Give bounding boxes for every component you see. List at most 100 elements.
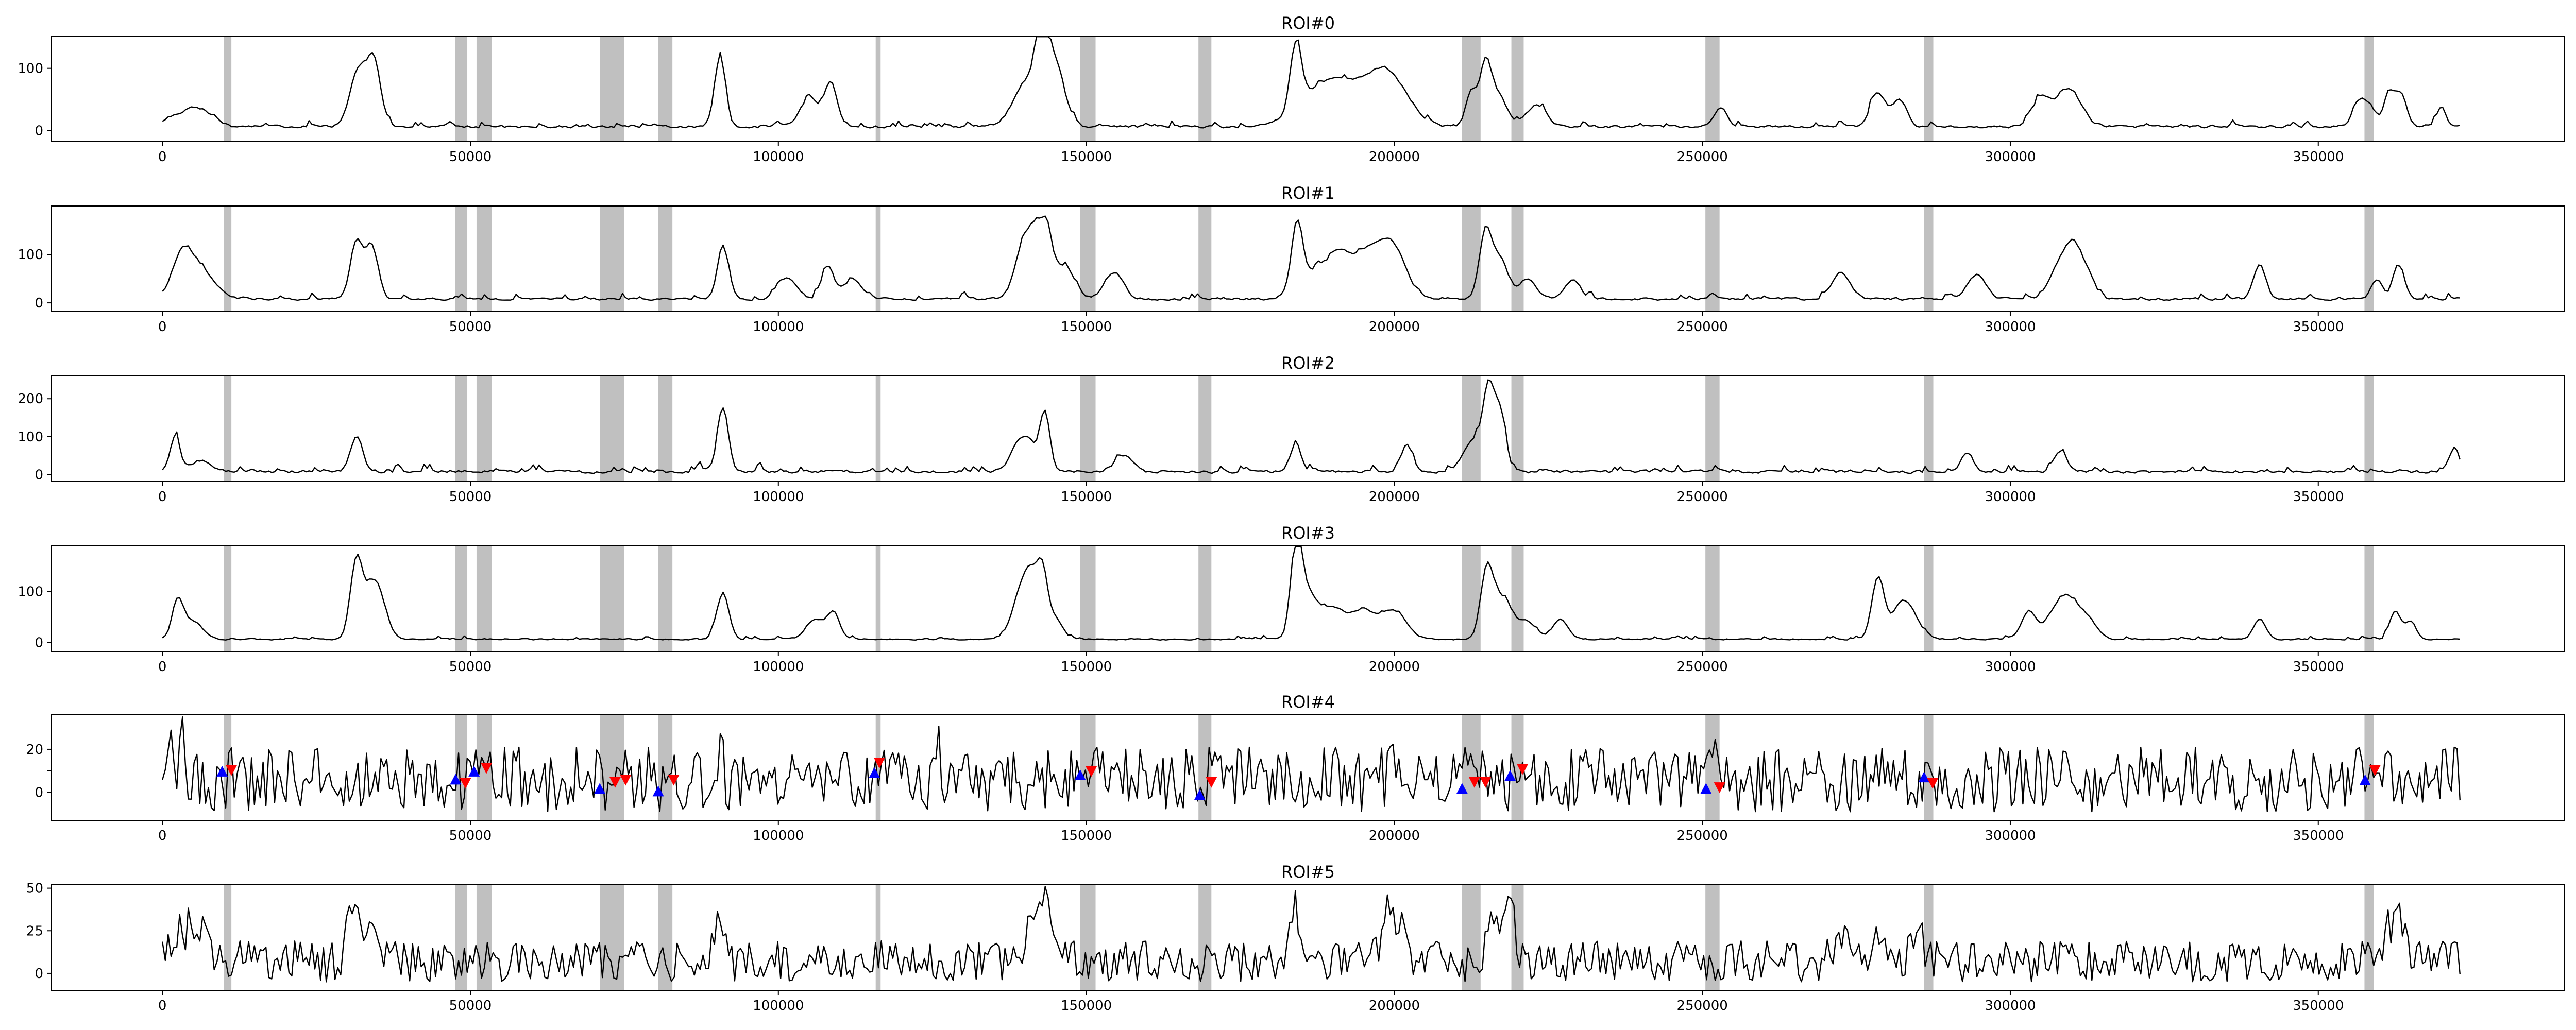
shaded-interval [476,885,492,990]
x-tick-label: 250000 [1677,998,1728,1014]
y-tick-label: 100 [18,585,43,600]
offset-marker-down [1086,766,1097,777]
x-tick-label: 50000 [449,659,492,675]
offset-marker-down [1206,777,1217,788]
shaded-interval [1198,885,1212,990]
shaded-interval [875,546,881,651]
shaded-interval [600,715,624,820]
y-tick-label: 100 [18,430,43,445]
x-tick-label: 100000 [753,149,804,165]
trace-line [162,36,2460,129]
trace-line [162,215,2460,301]
shaded-interval [476,546,492,651]
shaded-interval [1080,546,1096,651]
x-tick-label: 350000 [2293,659,2344,675]
x-tick-label: 150000 [1061,659,1112,675]
x-tick-label: 50000 [449,149,492,165]
offset-marker-down [609,777,621,788]
shaded-interval [1080,376,1096,482]
axes-frame [51,884,2565,991]
shaded-interval [600,36,624,142]
shaded-interval [2364,885,2374,990]
shaded-interval [1511,376,1524,482]
x-tick-label: 0 [158,659,167,675]
shaded-interval [1462,885,1481,990]
shaded-interval [455,546,468,651]
shaded-interval [455,36,468,142]
onset-marker-up [450,774,462,785]
panel-title: ROI#4 [1281,692,1335,712]
offset-marker-down [2369,765,2381,776]
x-tick-label: 350000 [2293,489,2344,505]
onset-marker-up [2359,774,2371,785]
x-tick-label: 0 [158,489,167,505]
offset-marker-down [873,758,885,769]
offset-marker-down [460,778,471,789]
shaded-interval [1080,206,1096,312]
panel-title: ROI#3 [1281,523,1335,543]
shaded-interval [658,206,673,312]
panel-title: ROI#1 [1281,183,1335,203]
x-tick-label: 350000 [2293,149,2344,165]
x-tick-label: 150000 [1061,828,1112,844]
shaded-interval [224,376,232,482]
onset-marker-up [652,785,664,797]
x-tick-label: 0 [158,828,167,844]
x-tick-label: 300000 [1985,149,2036,165]
shaded-interval [1462,715,1481,820]
shaded-interval [658,885,673,990]
onset-marker-up [468,765,480,777]
shaded-interval [658,376,673,482]
shaded-interval [455,206,468,312]
offset-marker-down [481,763,493,774]
x-tick-label: 50000 [449,828,492,844]
x-tick-label: 150000 [1061,489,1112,505]
shaded-interval [1705,206,1720,312]
shaded-interval [875,715,881,820]
shaded-interval [224,36,232,142]
y-tick-label: 20 [26,742,43,758]
onset-marker-up [1074,769,1086,780]
shaded-interval [2364,206,2374,312]
onset-marker-up [1456,783,1468,794]
y-tick-label: 100 [18,61,43,77]
offset-marker-down [1517,764,1529,775]
trace-line [162,379,2461,474]
shaded-interval [875,206,881,312]
shaded-interval [224,546,232,651]
y-tick-label: 0 [35,468,43,483]
shaded-interval [1924,376,1934,482]
x-tick-label: 250000 [1677,489,1728,505]
y-tick-label: 0 [35,123,43,139]
shaded-interval [476,206,492,312]
x-tick-label: 350000 [2293,828,2344,844]
shaded-interval [2364,36,2374,142]
y-tick-label: 25 [26,923,43,939]
panel-5: ROI#5 0 25 50 0 50000 100000 150000 200000 250000… [26,862,2565,1014]
x-tick-label: 200000 [1369,489,1420,505]
x-tick-label: 350000 [2293,319,2344,335]
trace-line [162,716,2461,813]
shaded-interval [1511,885,1524,990]
x-tick-label: 0 [158,998,167,1014]
shaded-interval [476,376,492,482]
shaded-interval [1511,206,1524,312]
trace-line [162,886,2461,983]
x-tick-label: 250000 [1677,319,1728,335]
x-tick-label: 200000 [1369,998,1420,1014]
y-tick-label: 0 [35,296,43,311]
offset-marker-down [1714,782,1725,794]
x-tick-label: 200000 [1369,319,1420,335]
shaded-interval [2364,376,2374,482]
x-tick-label: 250000 [1677,659,1728,675]
shaded-interval [875,376,881,482]
y-tick-label: 100 [18,247,43,263]
axes-frame [51,375,2565,482]
shaded-interval [1924,715,1934,820]
x-tick-label: 0 [158,149,167,165]
x-tick-label: 300000 [1985,319,2036,335]
shaded-interval [1924,36,1934,142]
x-tick-label: 100000 [753,489,804,505]
shaded-interval [1462,206,1481,312]
